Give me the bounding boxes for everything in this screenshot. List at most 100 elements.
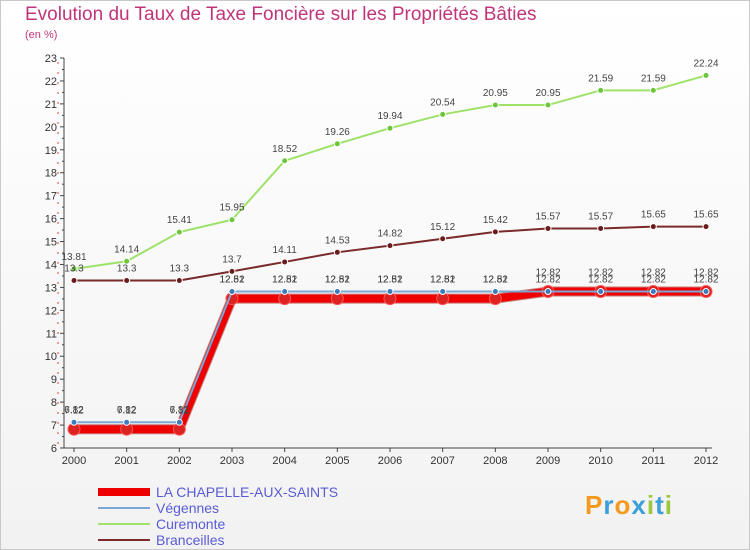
data-label: 12.82 (483, 275, 508, 286)
data-label: 15.57 (535, 211, 560, 222)
x-tick-label: 2004 (272, 455, 296, 467)
data-label: 12.51 (272, 275, 297, 286)
legend-swatch (98, 539, 150, 541)
legend-item: LA CHAPELLE-AUX-SAINTS (98, 484, 338, 500)
data-label: 12.82 (693, 275, 718, 286)
series-v-gennes-point (281, 288, 289, 296)
x-tick-label: 2010 (588, 455, 612, 467)
legend-label: Végennes (156, 500, 220, 516)
series-v-gennes-point (597, 288, 605, 296)
series-branceilles-point (649, 223, 657, 231)
series-v-gennes-point (175, 418, 183, 426)
data-label: 13.3 (170, 264, 190, 275)
data-label: 6.82 (117, 405, 137, 416)
x-tick-label: 2003 (220, 455, 244, 467)
data-label: 14.82 (377, 229, 402, 240)
series-curemonte-point (228, 216, 236, 224)
legend-swatch (98, 488, 150, 496)
data-label: 7.12 (117, 405, 137, 416)
data-label: 20.54 (430, 97, 455, 108)
data-label: 12.82 (588, 275, 613, 286)
data-label: 13.7 (222, 254, 242, 265)
x-tick-label: 2006 (378, 455, 402, 467)
series-v-gennes-point (702, 288, 710, 296)
series-v-gennes-point (70, 418, 78, 426)
data-label: 12.51 (377, 275, 402, 286)
y-tick-label: 19 (45, 145, 57, 157)
y-tick-label: 6 (51, 443, 57, 455)
series-branceilles-point (281, 258, 289, 266)
series-branceilles-point (333, 248, 341, 256)
proxiti-logo: Proxiti (585, 490, 673, 521)
x-tick-label: 2001 (114, 455, 138, 467)
series-branceilles-point (702, 223, 710, 231)
legend-item: Branceilles (98, 532, 338, 548)
y-tick-label: 10 (45, 351, 57, 363)
data-label: 15.95 (219, 203, 244, 214)
y-tick-label: 21 (45, 99, 57, 111)
data-label: 15.12 (430, 222, 455, 233)
legend-label: LA CHAPELLE-AUX-SAINTS (156, 484, 339, 500)
y-tick-label: 12 (45, 305, 57, 317)
data-label: 13.81 (61, 252, 86, 263)
series-branceilles-point (123, 277, 131, 285)
logo-letter: o (614, 490, 632, 520)
y-tick-label: 9 (51, 374, 57, 386)
data-label: 19.26 (325, 127, 350, 138)
y-tick-label: 20 (45, 122, 57, 134)
y-tick-label: 11 (46, 328, 57, 340)
x-tick-label: 2011 (642, 455, 666, 467)
series-curemonte-point (281, 157, 289, 165)
legend-label: Branceilles (156, 532, 225, 548)
data-label: 12.51 (483, 275, 508, 286)
data-label: 12.51 (430, 275, 455, 286)
x-tick-label: 2007 (430, 455, 454, 467)
data-label: 18.52 (272, 144, 297, 155)
data-label: 15.65 (693, 210, 718, 221)
series-v-gennes-line (74, 290, 706, 424)
series-v-gennes-point (228, 288, 236, 296)
y-tick-label: 7 (51, 420, 57, 432)
x-tick-label: 2008 (483, 455, 507, 467)
y-tick-label: 8 (51, 397, 57, 409)
series-curemonte-point (386, 124, 394, 132)
chart-subtitle: (en %) (25, 29, 58, 41)
series-v-gennes-point (386, 288, 394, 296)
logo-letter: i (646, 490, 656, 520)
series-curemonte-point (123, 257, 131, 265)
data-label: 20.95 (535, 88, 560, 99)
legend-item: Végennes (98, 500, 338, 516)
series-branceilles-point (386, 242, 394, 250)
x-tick-label: 2005 (325, 455, 349, 467)
y-tick-label: 15 (45, 237, 57, 249)
data-label: 12.51 (219, 275, 244, 286)
y-tick-label: 17 (45, 191, 57, 203)
y-tick-label: 23 (45, 53, 57, 65)
y-tick-label: 16 (45, 214, 57, 226)
x-tick-label: 2000 (62, 455, 86, 467)
data-label: 13.3 (64, 264, 84, 275)
data-label: 7.12 (170, 405, 190, 416)
series-v-gennes-point (544, 288, 552, 296)
data-label: 14.14 (114, 244, 139, 255)
data-label: 15.41 (167, 215, 192, 226)
data-label: 20.95 (483, 88, 508, 99)
chart-title: Evolution du Taux de Taxe Foncière sur l… (25, 4, 537, 25)
data-label: 13.3 (117, 264, 137, 275)
series-v-gennes-point (123, 418, 131, 426)
y-tick-label: 22 (45, 76, 57, 88)
data-label: 22.24 (693, 58, 718, 69)
data-label: 21.59 (641, 73, 666, 84)
data-label: 12.82 (641, 275, 666, 286)
series-v-gennes-point (491, 288, 499, 296)
legend-label: Curemonte (156, 516, 226, 532)
series-branceilles-point (597, 224, 605, 232)
y-tick-label: 14 (45, 259, 57, 271)
x-tick-label: 2012 (694, 455, 718, 467)
data-label: 19.94 (377, 111, 402, 122)
data-label: 15.65 (641, 210, 666, 221)
series-branceilles-point (228, 267, 236, 275)
data-label: 12.82 (693, 268, 718, 279)
